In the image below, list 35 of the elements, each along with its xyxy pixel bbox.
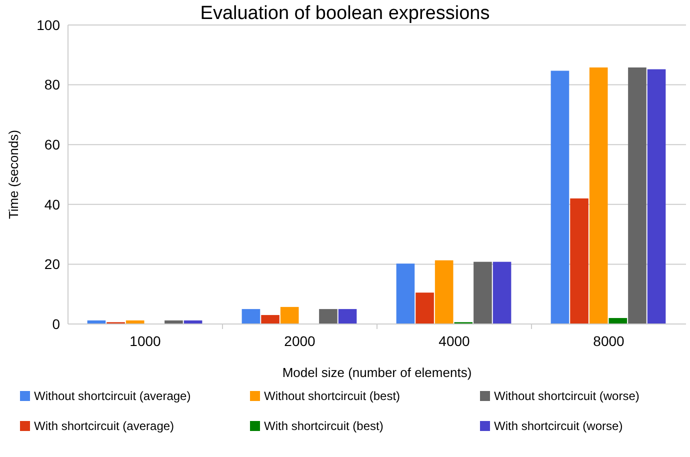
legend-label: Without shortcircuit (best) — [264, 389, 400, 403]
bar — [492, 262, 512, 324]
bar — [550, 70, 570, 324]
bar — [474, 262, 492, 324]
bar — [396, 264, 415, 324]
y-tick-label: 100 — [36, 16, 60, 33]
bar — [242, 309, 260, 324]
bar — [589, 67, 608, 324]
bar — [608, 318, 628, 324]
chart-title: Evaluation of boolean expressions — [200, 3, 490, 24]
bar — [261, 315, 280, 324]
x-axis-title: Model size (number of elements) — [282, 365, 472, 380]
x-tick-label: 8000 — [593, 333, 625, 349]
bar — [628, 67, 646, 324]
bar — [338, 309, 357, 324]
bar — [434, 260, 454, 324]
y-tick-label: 60 — [44, 136, 60, 152]
y-axis-title: Time (seconds) — [6, 130, 21, 220]
legend-label: Without shortcircuit (worse) — [494, 389, 640, 403]
legend-label: With shortcircuit (average) — [34, 419, 174, 433]
bar — [647, 69, 666, 324]
y-tick-label: 0 — [52, 316, 60, 332]
y-tick-label: 40 — [44, 196, 60, 212]
x-tick-label: 1000 — [130, 333, 162, 349]
x-tick-label: 2000 — [284, 333, 316, 349]
legend-label: With shortcircuit (best) — [264, 419, 384, 433]
bar — [416, 292, 434, 324]
x-tick-label: 4000 — [438, 333, 470, 349]
legend-label: With shortcircuit (worse) — [494, 419, 623, 433]
bar — [280, 306, 299, 324]
bar — [319, 309, 338, 324]
bar — [570, 198, 588, 324]
y-tick-label: 80 — [44, 76, 60, 93]
legend-label: Without shortcircuit (average) — [34, 389, 191, 403]
y-tick-label: 20 — [44, 256, 60, 272]
